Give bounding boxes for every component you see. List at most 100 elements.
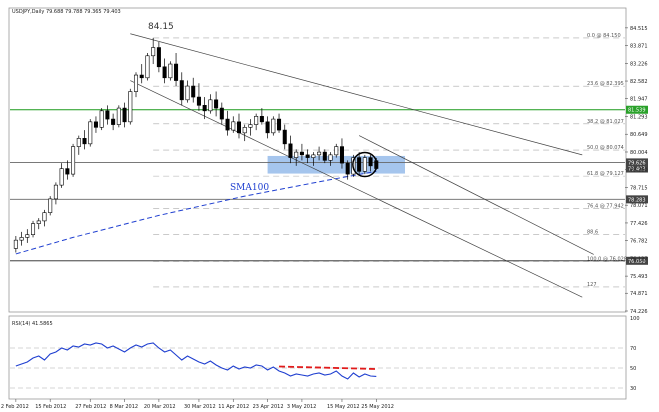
- candle-bear: [139, 74, 144, 79]
- x-tick-label: 3 May 2012: [287, 404, 316, 410]
- rsi-tick-label: 100: [630, 316, 640, 322]
- price-box-label: 79.403: [628, 167, 646, 173]
- candle-bear: [236, 121, 242, 134]
- candle-bull: [76, 138, 81, 147]
- y-tick-label: 84.515: [630, 26, 648, 32]
- y-tick-label: 78.071: [630, 203, 648, 209]
- candle-bull: [168, 63, 173, 79]
- candle-bull: [128, 91, 133, 123]
- candle-bear: [282, 129, 287, 145]
- candle-bull: [151, 47, 156, 57]
- rsi-panel-frame: [8, 315, 627, 400]
- channel-upper-line: [130, 33, 583, 156]
- rsi-tick-label: 70: [630, 346, 636, 352]
- candle-bear: [93, 121, 98, 128]
- candle-bull: [133, 74, 139, 92]
- candle-bull: [248, 124, 253, 128]
- candle-bull: [36, 220, 41, 224]
- candle-bull: [71, 146, 76, 175]
- fib-level-label: 76.4 @ 77.942: [587, 204, 624, 210]
- candle-bear: [174, 63, 179, 81]
- main-title: USDJPY,Daily 79.688 79.788 79.365 79.403: [12, 9, 121, 15]
- candle-bull: [317, 151, 322, 156]
- peak-label: 84.15: [148, 22, 174, 32]
- sma100-line: [15, 170, 377, 255]
- candle-bear: [368, 157, 373, 167]
- price-box-label: 81.539: [628, 108, 646, 114]
- fib-level-label: 38.2 @ 81.027: [587, 119, 624, 125]
- y-tick-label: 77.426: [630, 221, 648, 227]
- candle-bull: [271, 118, 276, 134]
- fib-level-label: 0.0 @ 84.150: [587, 33, 621, 39]
- x-tick-label: 15 May 2012: [327, 404, 360, 410]
- y-tick-label: 76.137: [630, 256, 648, 262]
- y-tick-label: 82.582: [630, 79, 648, 85]
- highlight-circle: [352, 151, 378, 178]
- x-tick-label: 30 Mar 2012: [184, 404, 216, 410]
- candle-bear: [225, 118, 230, 131]
- rsi-title: RSI(14) 41.5865: [12, 321, 53, 327]
- candle-bear: [179, 80, 184, 101]
- price-box: [626, 195, 648, 204]
- candle-bear: [305, 154, 310, 158]
- rsi-tick-label: 30: [630, 386, 636, 392]
- price-box-label: 79.626: [628, 160, 646, 166]
- candle-bull: [31, 223, 36, 235]
- candle-bear: [105, 110, 110, 120]
- fib-level-label: 50.0 @ 80.074: [587, 145, 624, 151]
- y-tick-label: 76.782: [630, 239, 648, 245]
- y-tick-label: 74.871: [630, 291, 648, 297]
- x-tick-label: 8 Mar 2012: [110, 404, 139, 410]
- candle-bull: [19, 237, 24, 241]
- y-tick-label: 81.947: [630, 97, 648, 103]
- candle-bull: [53, 184, 58, 200]
- rsi-line: [15, 342, 377, 380]
- candle-bear: [65, 168, 70, 175]
- x-tick-label: 11 Apr 2012: [218, 404, 249, 410]
- fib-level-label: 88.6: [587, 230, 598, 236]
- y-tick-label: 80.004: [630, 150, 648, 156]
- candle-bear: [82, 138, 87, 145]
- y-tick-label: 78.715: [630, 185, 648, 191]
- y-tick-label: 75.493: [630, 274, 648, 280]
- candle-bear: [202, 105, 207, 112]
- rsi-tick-label: 50: [630, 366, 636, 372]
- fib-level-label: 127: [587, 282, 597, 288]
- candle-bull: [59, 168, 64, 186]
- y-tick-label: 74.226: [630, 309, 648, 315]
- candle-bull: [116, 107, 121, 125]
- candle-bull: [362, 157, 367, 172]
- candle-bull: [48, 198, 53, 213]
- candle-bull: [254, 116, 259, 125]
- sma-label: SMA100: [230, 183, 269, 193]
- price-box: [626, 164, 648, 173]
- price-box: [626, 256, 648, 265]
- candle-bull: [294, 151, 299, 158]
- candle-bull: [231, 121, 236, 131]
- candle-bull: [145, 55, 150, 79]
- x-tick-label: 15 Feb 2012: [35, 404, 66, 410]
- y-tick-label: 83.226: [630, 61, 648, 67]
- x-tick-label: 2 Feb 2012: [1, 404, 29, 410]
- candle-bear: [196, 96, 201, 106]
- candle-bear: [259, 116, 264, 123]
- price-box-label: 78.283: [628, 197, 646, 203]
- channel-lower-line: [130, 80, 583, 298]
- candle-bear: [322, 151, 327, 161]
- y-tick-label: 79.360: [630, 168, 648, 174]
- x-tick-label: 25 May 2012: [361, 404, 394, 410]
- rsi-trendline: [279, 365, 377, 370]
- y-tick-label: 81.293: [630, 115, 648, 121]
- candle-bear: [162, 66, 167, 79]
- candle-bear: [111, 118, 116, 125]
- candle-bear: [214, 99, 219, 109]
- candle-bear: [191, 85, 196, 98]
- candle-bull: [185, 85, 190, 101]
- candle-bull: [25, 234, 30, 238]
- price-box-label: 76.050: [628, 259, 646, 265]
- candle-bull: [242, 127, 247, 134]
- candle-bull: [13, 239, 18, 249]
- candle-bear: [339, 146, 344, 164]
